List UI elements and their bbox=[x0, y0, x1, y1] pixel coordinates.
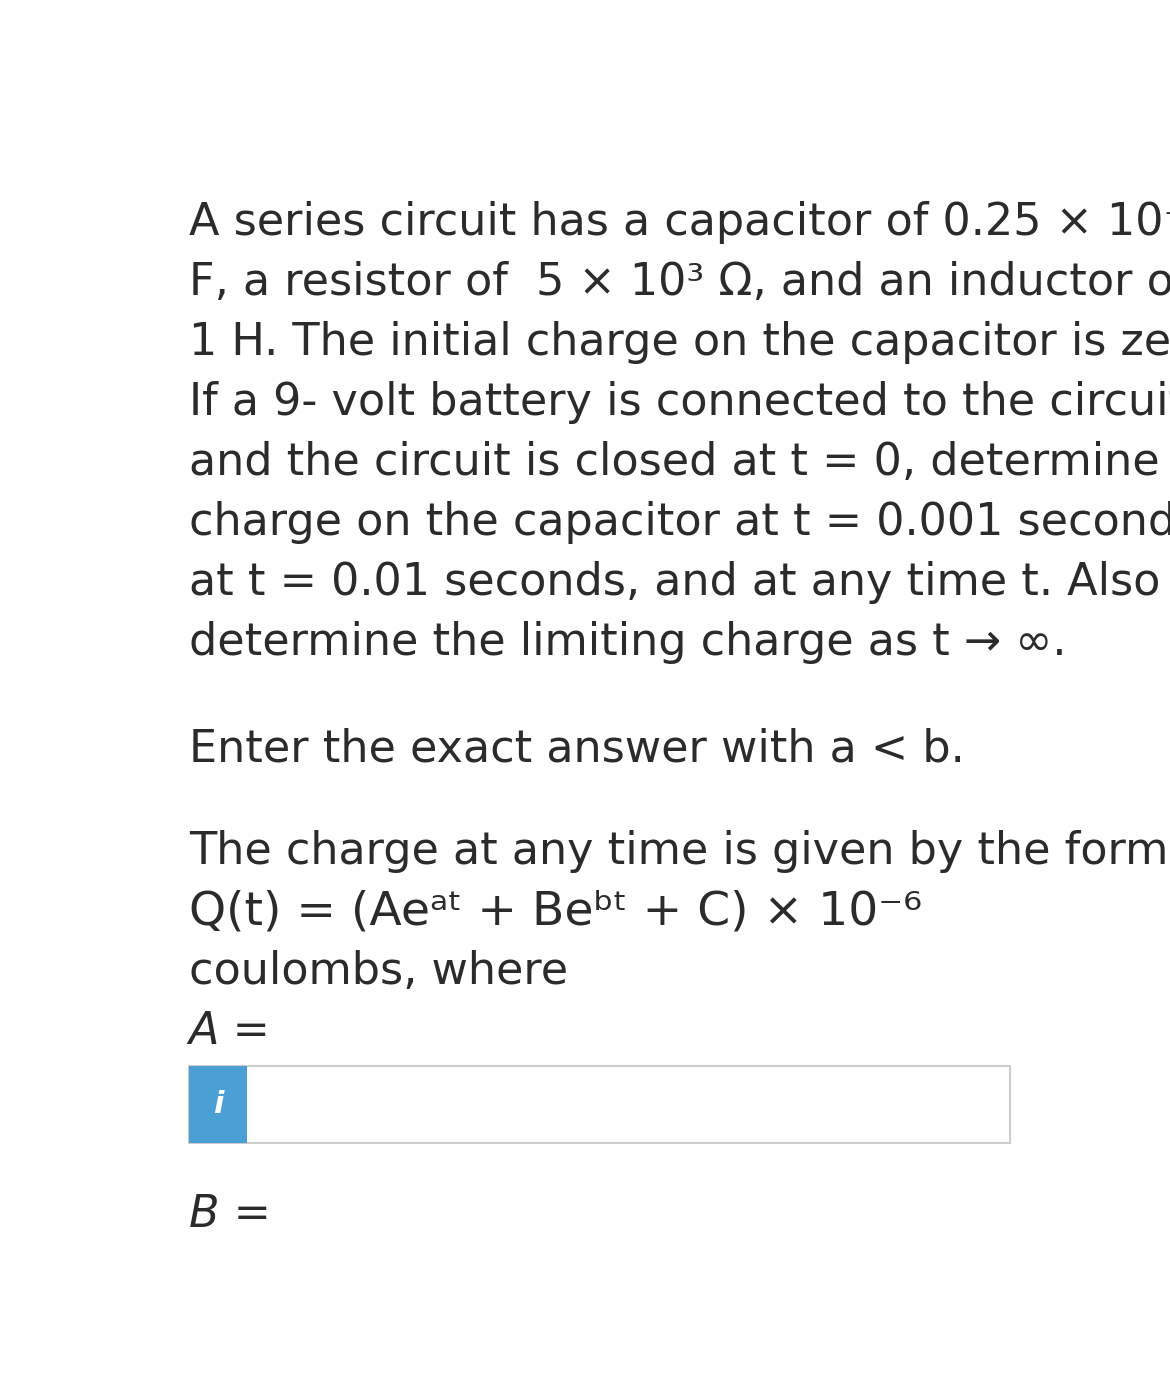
Text: B =: B = bbox=[188, 1194, 270, 1236]
Text: Q(t) = (Aeᵃᵗ + Beᵇᵗ + C) × 10⁻⁶: Q(t) = (Aeᵃᵗ + Beᵇᵗ + C) × 10⁻⁶ bbox=[188, 889, 922, 935]
Text: F, a resistor of  5 × 10³ Ω, and an inductor of: F, a resistor of 5 × 10³ Ω, and an induc… bbox=[188, 260, 1170, 304]
Text: charge on the capacitor at t = 0.001 seconds,: charge on the capacitor at t = 0.001 sec… bbox=[188, 501, 1170, 544]
Text: If a 9- volt battery is connected to the circuit: If a 9- volt battery is connected to the… bbox=[188, 380, 1170, 423]
FancyBboxPatch shape bbox=[188, 1249, 247, 1326]
Text: determine the limiting charge as t → ∞.: determine the limiting charge as t → ∞. bbox=[188, 621, 1066, 664]
Text: A =: A = bbox=[188, 1010, 270, 1052]
Text: A series circuit has a capacitor of 0.25 × 10⁻⁶: A series circuit has a capacitor of 0.25… bbox=[188, 201, 1170, 243]
Text: Enter the exact answer with a < b.: Enter the exact answer with a < b. bbox=[188, 727, 964, 770]
Text: at t = 0.01 seconds, and at any time t. Also: at t = 0.01 seconds, and at any time t. … bbox=[188, 561, 1161, 604]
FancyBboxPatch shape bbox=[188, 1249, 1011, 1326]
FancyBboxPatch shape bbox=[188, 1066, 1011, 1144]
FancyBboxPatch shape bbox=[188, 1066, 247, 1144]
Text: i: i bbox=[213, 1274, 223, 1303]
Text: and the circuit is closed at t = 0, determine the: and the circuit is closed at t = 0, dete… bbox=[188, 441, 1170, 484]
Text: coulombs, where: coulombs, where bbox=[188, 950, 567, 993]
Text: The charge at any time is given by the formula: The charge at any time is given by the f… bbox=[188, 830, 1170, 873]
Text: 1 H. The initial charge on the capacitor is zero.: 1 H. The initial charge on the capacitor… bbox=[188, 321, 1170, 364]
Text: i: i bbox=[213, 1090, 223, 1119]
